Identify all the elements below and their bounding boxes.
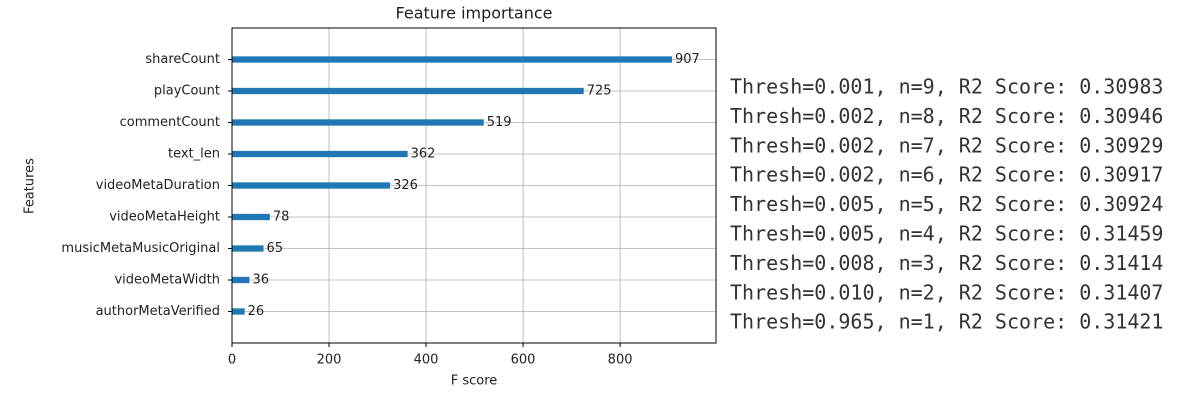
value-label: 362	[411, 147, 436, 162]
y-tick-label: videoMetaHeight	[109, 210, 220, 225]
console-line: Thresh=0.008, n=3, R2 Score: 0.31414	[730, 251, 1163, 275]
bar	[232, 150, 408, 158]
console-line: Thresh=0.002, n=8, R2 Score: 0.30946	[730, 104, 1163, 128]
value-label: 519	[487, 115, 512, 130]
y-axis-label: Features	[23, 158, 38, 214]
value-label: 78	[273, 210, 290, 225]
bar	[232, 119, 484, 126]
x-tick-label: 400	[414, 353, 439, 368]
console-line: Thresh=0.002, n=6, R2 Score: 0.30917	[730, 163, 1163, 187]
value-label: 907	[675, 52, 700, 67]
bar	[232, 182, 391, 189]
y-tick-label: shareCount	[145, 52, 220, 67]
x-tick-label: 800	[608, 353, 633, 368]
bar	[232, 276, 250, 284]
chart-title: Feature importance	[396, 4, 553, 23]
y-tick-label: musicMetaMusicOriginal	[61, 241, 220, 256]
console-line: Thresh=0.005, n=4, R2 Score: 0.31459	[730, 222, 1163, 246]
console-line: Thresh=0.002, n=7, R2 Score: 0.30929	[730, 133, 1163, 157]
y-tick-label: videoMetaWidth	[114, 273, 220, 288]
console-line: Thresh=0.001, n=9, R2 Score: 0.30983	[730, 75, 1163, 99]
y-tick-label: commentCount	[120, 115, 220, 130]
x-tick-label: 0	[228, 353, 236, 368]
bar	[232, 308, 245, 315]
y-tick-label: videoMetaDuration	[96, 178, 220, 193]
bar	[232, 213, 270, 221]
plot-frame	[231, 27, 717, 344]
value-label: 36	[252, 273, 269, 288]
x-tick-label: 600	[511, 353, 536, 368]
y-tick-label: playCount	[154, 84, 220, 99]
value-label: 26	[248, 304, 265, 319]
value-label: 326	[393, 178, 418, 193]
console-line: Thresh=0.005, n=5, R2 Score: 0.30924	[730, 192, 1163, 216]
value-label: 725	[587, 84, 612, 99]
bar	[232, 87, 584, 95]
bar	[232, 56, 672, 63]
y-tick-label: text_len	[168, 147, 220, 162]
y-tick-label: authorMetaVerified	[96, 304, 220, 319]
bar	[232, 245, 264, 252]
console-line: Thresh=0.010, n=2, R2 Score: 0.31407	[730, 280, 1163, 304]
x-axis-label: F score	[451, 374, 498, 389]
value-label: 65	[267, 241, 284, 256]
x-tick-label: 200	[317, 353, 342, 368]
console-line: Thresh=0.965, n=1, R2 Score: 0.31421	[730, 310, 1163, 334]
